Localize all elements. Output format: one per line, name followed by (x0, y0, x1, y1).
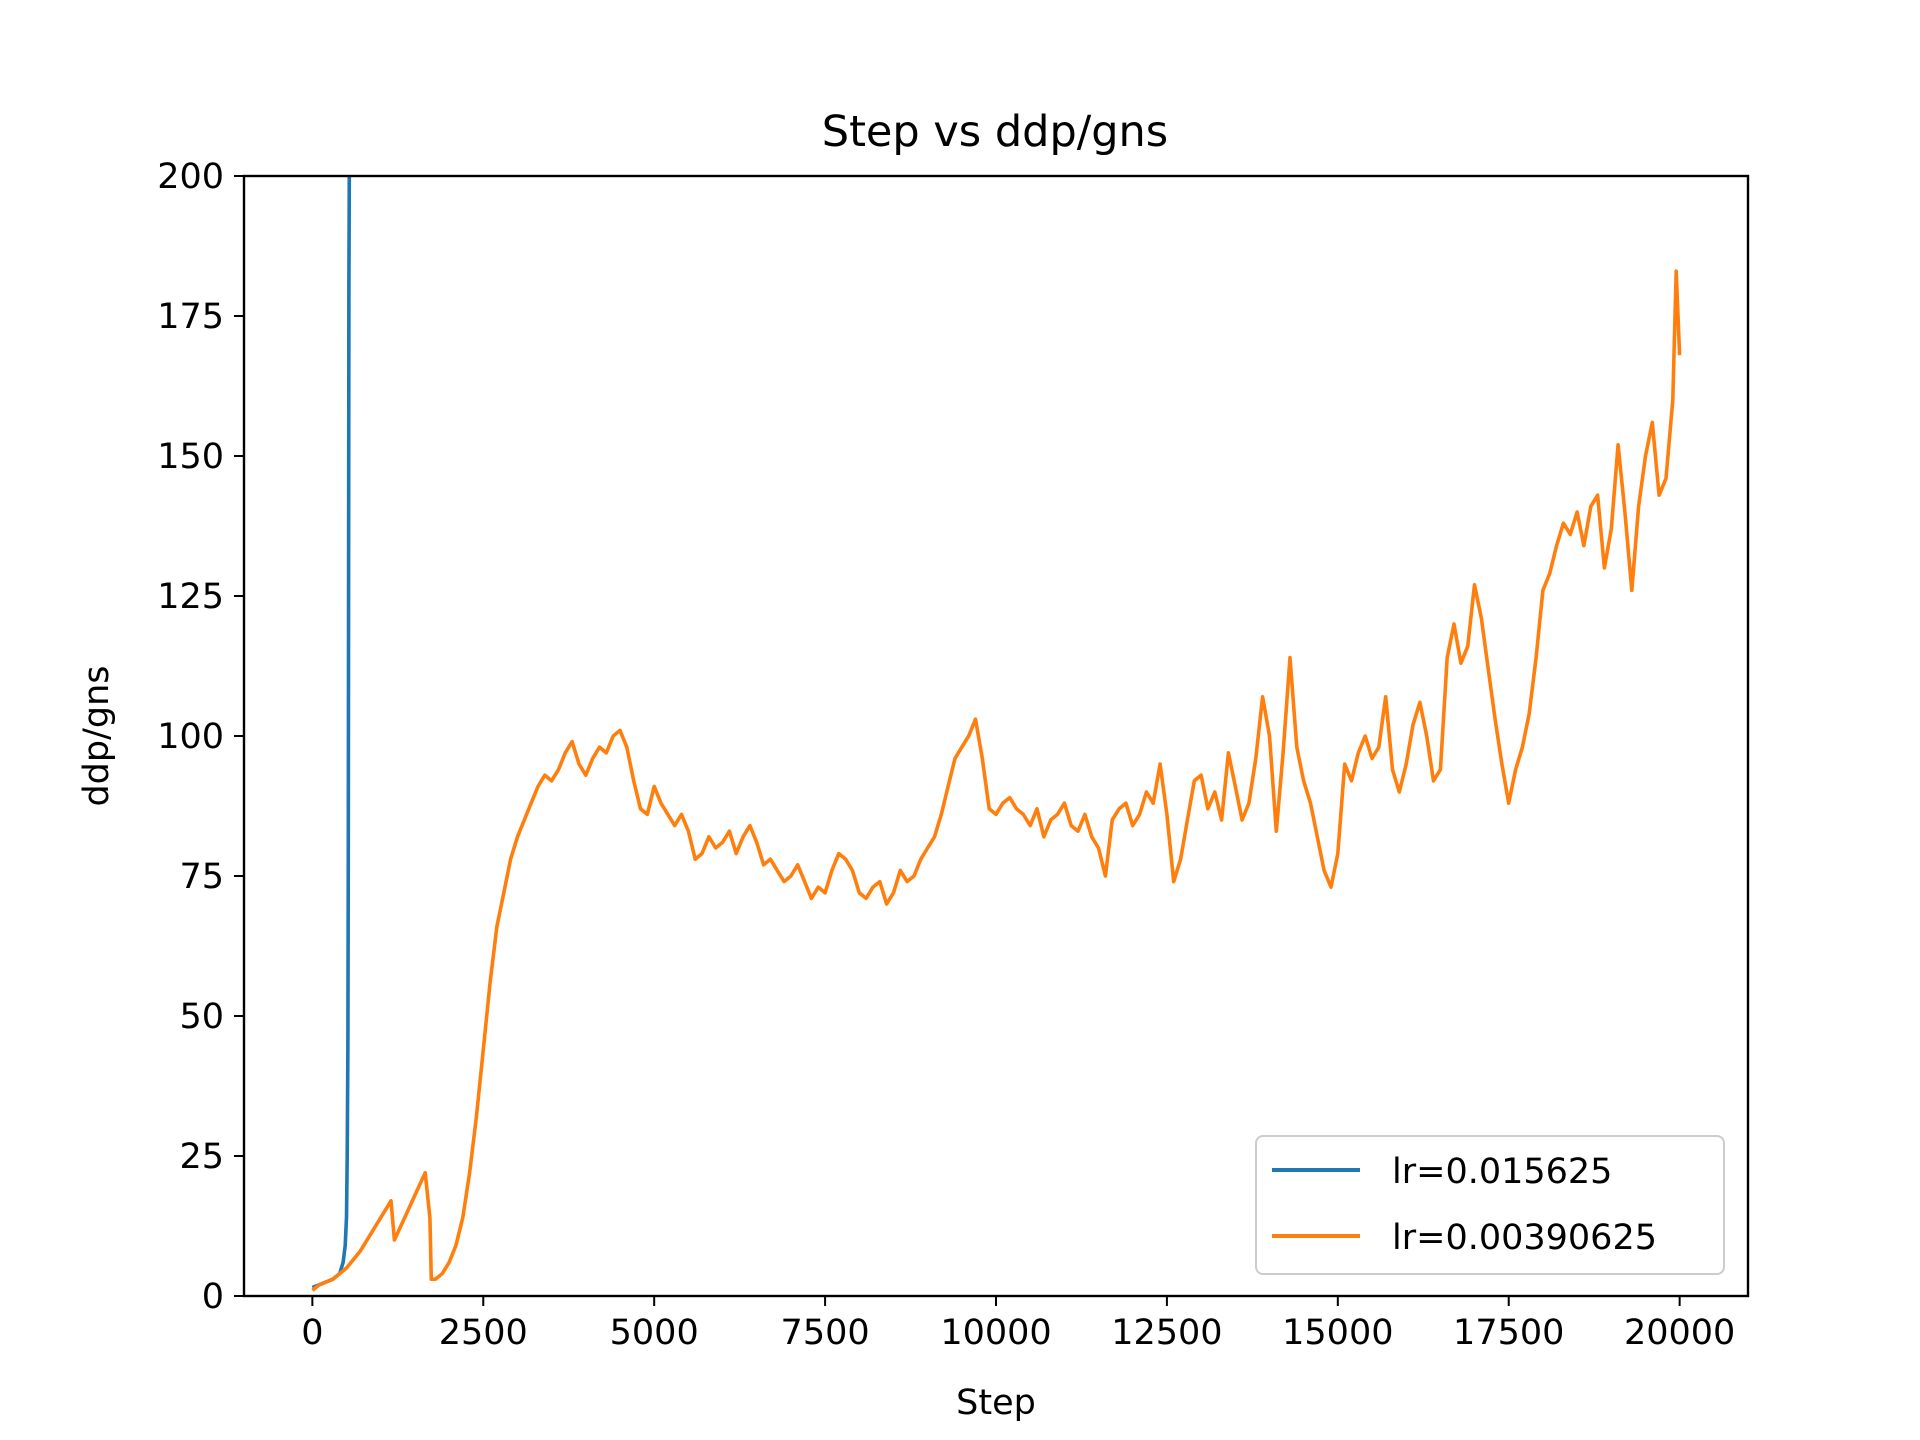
y-tick-label: 150 (157, 437, 224, 477)
y-tick-label: 100 (157, 717, 224, 757)
y-tick-label: 50 (179, 997, 224, 1037)
y-tick-label: 200 (157, 157, 224, 197)
y-tick-label: 125 (157, 577, 224, 617)
x-tick-label: 20000 (1624, 1313, 1735, 1353)
plot-area (242, 174, 1750, 1298)
legend: lr=0.015625 lr=0.00390625 (1255, 1135, 1725, 1275)
x-tick-label: 10000 (940, 1313, 1051, 1353)
y-axis-ticks: 0 25 50 75 100 125 150 175 200 (157, 157, 244, 1317)
legend-label-lr-0.015625: lr=0.015625 (1392, 1152, 1612, 1192)
x-tick-label: 7500 (781, 1313, 870, 1353)
plot-frame (244, 176, 1748, 1296)
x-axis-ticks: 0 2500 5000 7500 10000 12500 15000 17500 20000 (301, 1296, 1735, 1353)
y-tick-label: 0 (202, 1277, 224, 1317)
x-tick-label: 12500 (1111, 1313, 1222, 1353)
x-tick-label: 2500 (439, 1313, 528, 1353)
y-tick-label: 175 (157, 297, 224, 337)
series-line-lr-0.00390625 (311, 269, 1682, 1292)
y-tick-label: 75 (179, 857, 224, 897)
x-tick-label: 0 (301, 1313, 323, 1353)
y-tick-label: 25 (179, 1137, 224, 1177)
legend-label-lr-0.00390625: lr=0.00390625 (1392, 1218, 1657, 1258)
x-axis-label: Step (956, 1383, 1036, 1423)
y-axis-label: ddp/gns (77, 665, 117, 806)
x-tick-label: 5000 (610, 1313, 699, 1353)
chart-title: Step vs ddp/gns (822, 107, 1168, 157)
x-tick-label: 17500 (1453, 1313, 1564, 1353)
x-tick-label: 15000 (1282, 1313, 1393, 1353)
series-layer (311, 176, 1682, 1292)
legend-box (1255, 1135, 1725, 1275)
